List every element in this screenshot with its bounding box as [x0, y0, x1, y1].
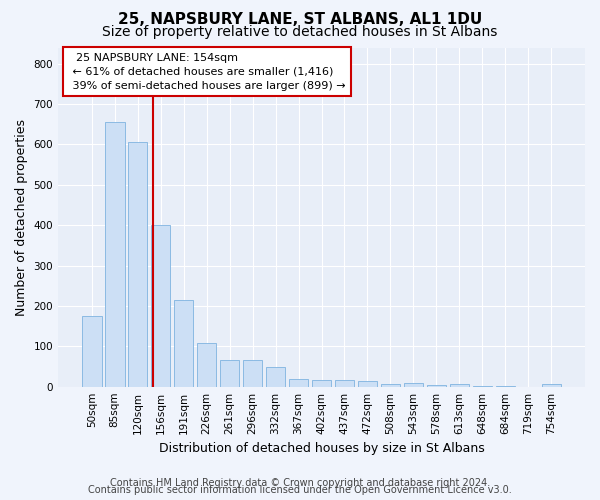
- Bar: [312, 380, 331, 386]
- Text: Contains HM Land Registry data © Crown copyright and database right 2024.: Contains HM Land Registry data © Crown c…: [110, 478, 490, 488]
- Bar: [220, 360, 239, 386]
- Text: 25 NAPSBURY LANE: 154sqm  
 ← 61% of detached houses are smaller (1,416)
 39% of: 25 NAPSBURY LANE: 154sqm ← 61% of detach…: [68, 52, 345, 90]
- Bar: [404, 384, 423, 386]
- Bar: [197, 343, 217, 386]
- Bar: [380, 384, 400, 386]
- Bar: [266, 368, 286, 386]
- Bar: [449, 384, 469, 386]
- Bar: [128, 142, 148, 386]
- Bar: [358, 382, 377, 386]
- Bar: [151, 225, 170, 386]
- Bar: [105, 122, 125, 386]
- Bar: [243, 360, 262, 386]
- X-axis label: Distribution of detached houses by size in St Albans: Distribution of detached houses by size …: [158, 442, 484, 455]
- Text: Contains public sector information licensed under the Open Government Licence v3: Contains public sector information licen…: [88, 485, 512, 495]
- Bar: [82, 316, 101, 386]
- Bar: [174, 300, 193, 386]
- Text: 25, NAPSBURY LANE, ST ALBANS, AL1 1DU: 25, NAPSBURY LANE, ST ALBANS, AL1 1DU: [118, 12, 482, 28]
- Text: Size of property relative to detached houses in St Albans: Size of property relative to detached ho…: [103, 25, 497, 39]
- Y-axis label: Number of detached properties: Number of detached properties: [15, 118, 28, 316]
- Bar: [335, 380, 354, 386]
- Bar: [289, 380, 308, 386]
- Bar: [542, 384, 561, 386]
